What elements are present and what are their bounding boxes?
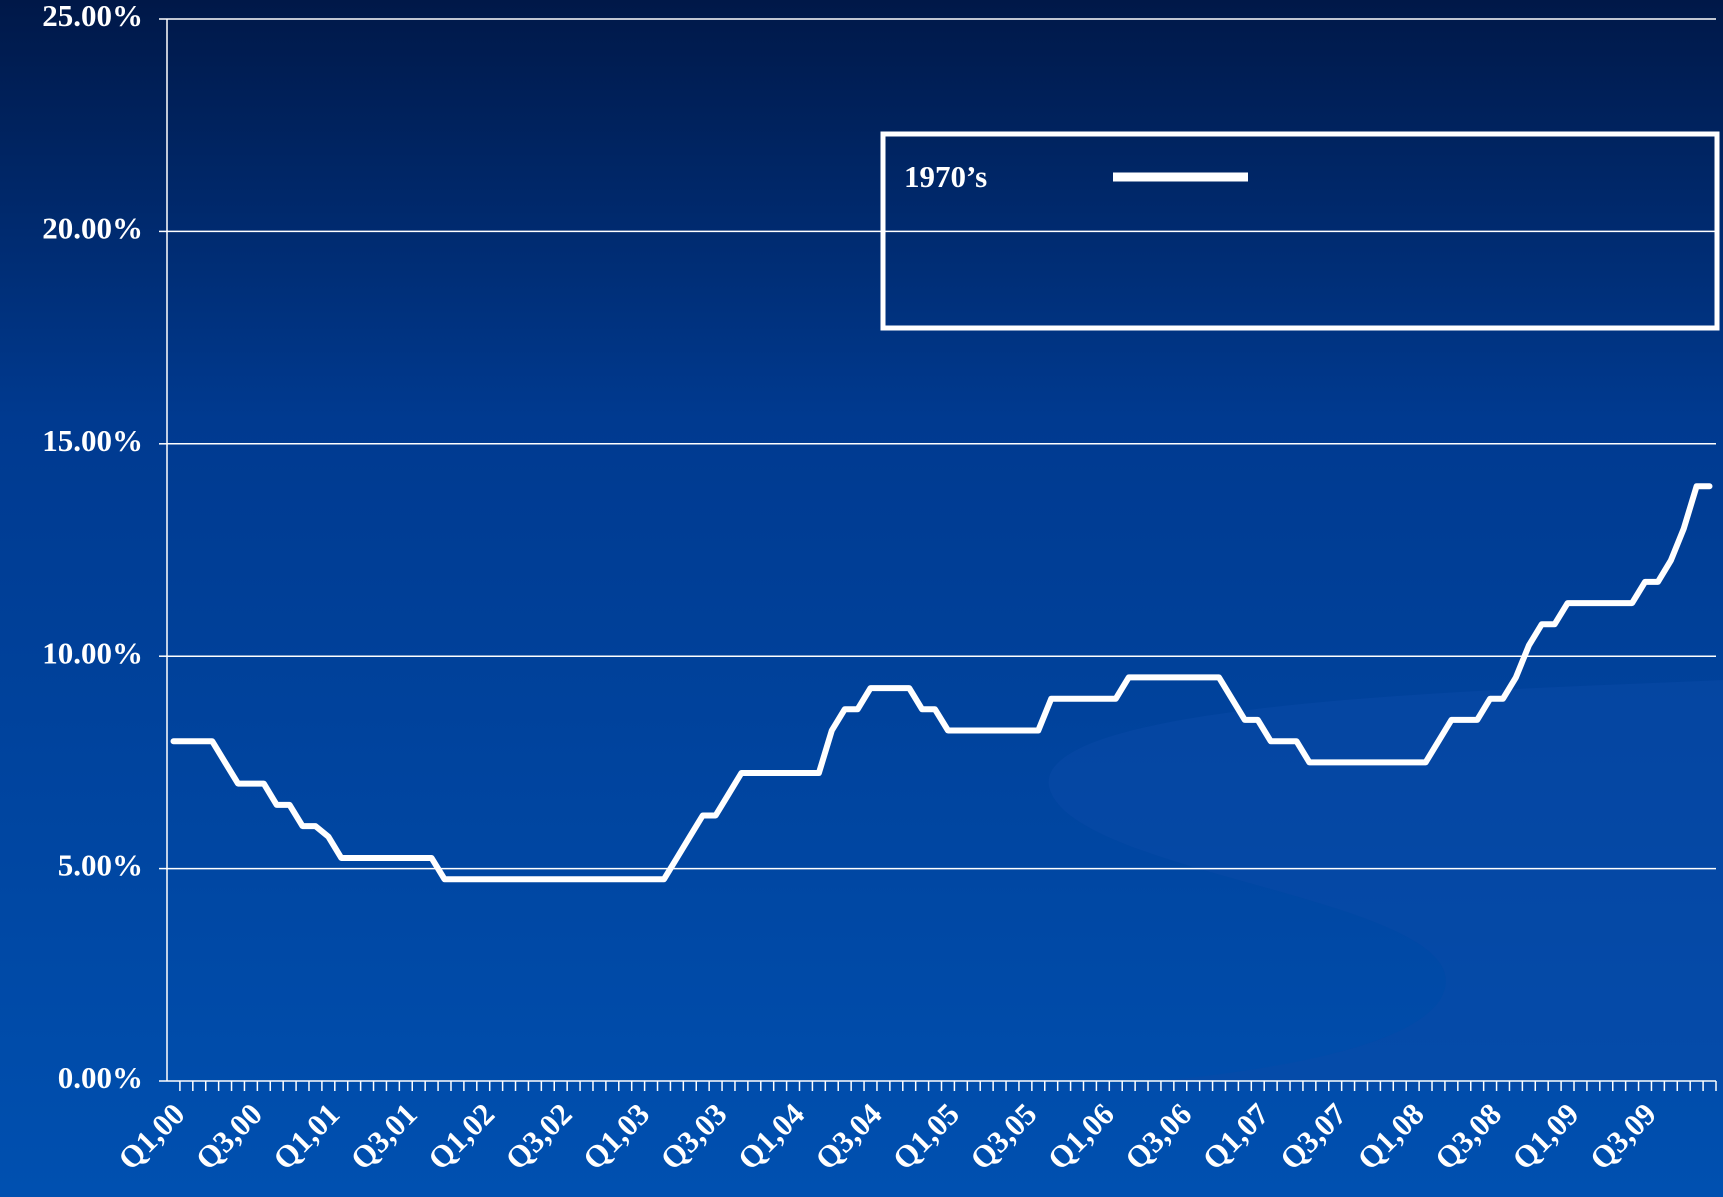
- page: 0.00%5.00%10.00%15.00%20.00%25.00%Q1,00Q…: [0, 0, 1723, 1197]
- y-tick-label: 10.00%: [42, 635, 143, 670]
- y-tick-label: 5.00%: [58, 848, 143, 883]
- y-tick-label: 0.00%: [58, 1060, 143, 1095]
- chart: 0.00%5.00%10.00%15.00%20.00%25.00%Q1,00Q…: [0, 0, 1723, 1197]
- y-tick-label: 25.00%: [42, 0, 143, 33]
- y-tick-label: 15.00%: [42, 423, 143, 458]
- legend-label: 1970’s: [904, 159, 987, 194]
- y-tick-label: 20.00%: [42, 211, 143, 246]
